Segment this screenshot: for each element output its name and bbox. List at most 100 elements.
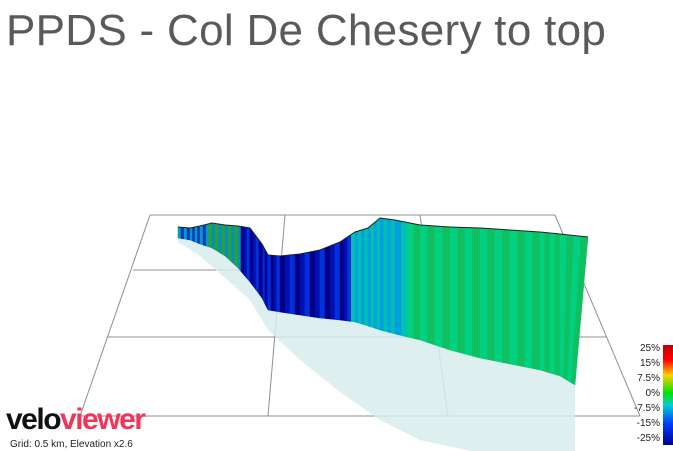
profile-strip [347, 234, 352, 322]
profile-strip [177, 226, 182, 239]
profile-strip [194, 226, 198, 244]
profile-strip [391, 219, 396, 335]
profile-strip [276, 255, 281, 313]
profile-strip [554, 233, 561, 377]
profile-strip [258, 239, 263, 299]
profile-strip [224, 224, 229, 260]
profile-wall [177, 217, 589, 386]
profile-strip [549, 232, 556, 375]
profile-strip [215, 223, 219, 253]
profile-strip [319, 247, 326, 319]
profile-strip [192, 226, 196, 243]
profile-strip [197, 225, 201, 245]
profile-strip [544, 232, 551, 374]
profile-strip [228, 225, 232, 263]
profile-strip [502, 229, 511, 365]
profile-strip [442, 226, 451, 351]
profile-strip [457, 227, 466, 355]
route-title: PPDS - Col De Chesery to top [6, 6, 607, 55]
grid-line [79, 214, 151, 417]
profile-top-line [177, 217, 589, 257]
profile-strip [243, 226, 248, 280]
profile-strip [208, 222, 213, 249]
profile-strip [221, 224, 226, 257]
profile-strip [180, 227, 185, 240]
profile-strip [487, 228, 496, 362]
profile-strip [358, 229, 362, 325]
profile-strip [387, 218, 392, 334]
profile-strip [449, 226, 458, 353]
profile-strip [364, 227, 369, 327]
legend-label: 25% [639, 343, 660, 354]
legend-label: 15% [639, 358, 660, 369]
profile-strip [255, 235, 260, 295]
profile-strip [234, 225, 239, 269]
profile-strip [351, 231, 356, 323]
profile-strip [370, 222, 375, 329]
profile-strip [361, 228, 366, 326]
profile-strip [383, 218, 388, 333]
profile-strip [532, 231, 541, 371]
profile-strip [509, 229, 518, 366]
profile-strip [401, 220, 408, 338]
profile-strip [494, 228, 503, 363]
profile-strip [189, 227, 193, 242]
profile-strip [304, 251, 311, 317]
logo-viewer: viewer [60, 403, 146, 436]
profile-strip [434, 225, 443, 348]
profile-strip [354, 230, 359, 324]
gradient-legend-labels: 25% 15% 7.5% 0% -7.5% -15% -25% [620, 341, 660, 446]
profile-strip [427, 225, 436, 346]
profile-strip [539, 231, 546, 372]
profile-strip [517, 230, 526, 368]
profile-strip [419, 224, 428, 343]
profile-strip [202, 224, 207, 247]
profile-strip [199, 224, 204, 246]
profile-strip [279, 255, 286, 314]
profile-strip [373, 219, 378, 330]
profile-strip [267, 254, 272, 311]
legend-label: -25% [636, 433, 660, 444]
profile-strip [240, 226, 245, 276]
profile-strip [309, 250, 316, 318]
profile-strip [376, 217, 381, 331]
profile-strip [218, 223, 223, 255]
veloviewer-logo: veloviewer [6, 403, 146, 436]
profile-strip [524, 230, 533, 369]
profile-strip [407, 222, 415, 339]
legend-label: 7.5% [637, 373, 660, 384]
grid-info: Grid: 0.5 km, Elevation x2.6 [10, 439, 133, 450]
profile-strip [205, 223, 210, 248]
profile-strip [343, 236, 348, 322]
profile-strip [379, 217, 385, 332]
profile-strip [472, 227, 481, 359]
profile-strip [339, 239, 345, 321]
profile-strip [186, 227, 191, 241]
profile-strip [246, 227, 251, 283]
profile-strip [183, 227, 188, 240]
profile-strip [231, 225, 236, 266]
profile-strip [464, 227, 473, 357]
profile-strip [237, 225, 242, 273]
legend-label: 0% [645, 388, 660, 399]
profile-strip [314, 249, 321, 319]
profile-strip [270, 255, 275, 312]
profile-strip [294, 253, 301, 316]
profile-strip [394, 219, 402, 336]
legend-label: -15% [636, 418, 660, 429]
profile-strip [329, 243, 336, 320]
gradient-legend-bar [663, 345, 673, 445]
profile-strip [324, 245, 331, 320]
profile-strip [252, 231, 257, 291]
profile-strip [211, 222, 216, 251]
profile-strip [367, 224, 372, 328]
profile-strip [334, 241, 341, 321]
profile-strip [284, 254, 291, 314]
profile-strip [273, 255, 278, 312]
profile-strip [299, 252, 306, 317]
legend-label: -7.5% [633, 403, 660, 414]
profile-strip [289, 254, 296, 315]
profile-shadow [178, 238, 575, 451]
profile-strip [413, 223, 421, 341]
